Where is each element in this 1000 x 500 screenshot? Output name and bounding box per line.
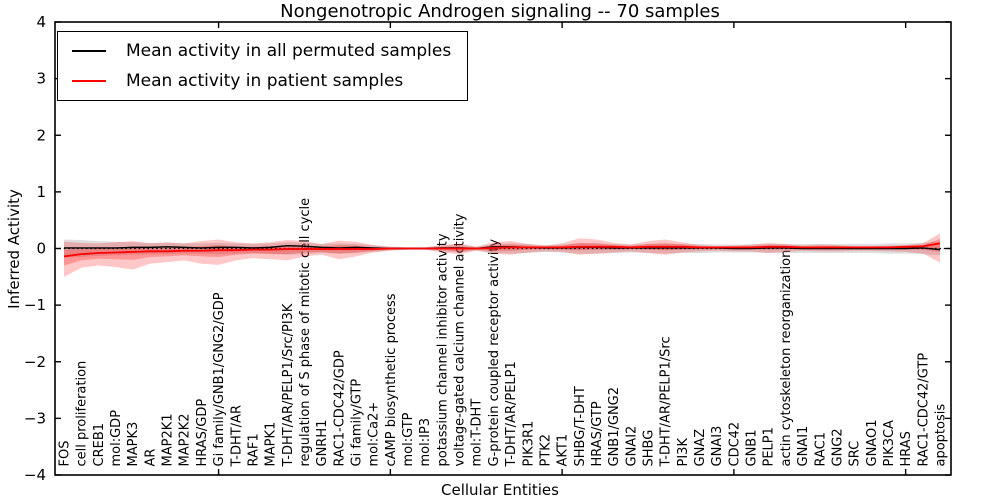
y-tick-label: −3 bbox=[24, 409, 46, 427]
x-category-label: PIK3CA bbox=[882, 420, 897, 467]
x-category-label: mol:IP3 bbox=[418, 418, 433, 467]
x-category-label: actin cytoskeleton reorganization bbox=[779, 250, 794, 467]
x-category-label: CREB1 bbox=[92, 423, 107, 467]
x-category-label: GNAI2 bbox=[624, 426, 639, 467]
x-category-label: T-DHT/AR/PELP1 bbox=[504, 361, 519, 467]
y-tick-label: 3 bbox=[36, 70, 46, 88]
x-category-label: SRC bbox=[848, 441, 863, 467]
x-category-label: T-DHT/AR/PELP1/Src bbox=[659, 336, 674, 467]
x-category-label: GNAO1 bbox=[865, 420, 880, 467]
y-axis-label: Inferred Activity bbox=[5, 189, 23, 309]
patient-std-outer-band bbox=[64, 233, 940, 277]
x-category-label: RAF1 bbox=[246, 433, 261, 466]
x-category-label: PIK3R1 bbox=[521, 421, 536, 467]
x-category-label: FOS bbox=[58, 441, 73, 467]
y-tick-label: 2 bbox=[36, 126, 46, 144]
y-tick-label: −1 bbox=[24, 296, 46, 314]
legend-item-patient: Mean activity in patient samples bbox=[72, 71, 451, 91]
y-tick-label: 4 bbox=[36, 13, 46, 31]
permuted-line-swatch bbox=[72, 50, 106, 52]
x-axis-label: Cellular Entities bbox=[441, 481, 559, 499]
x-category-label: PTK2 bbox=[538, 434, 553, 467]
x-category-label: Gi family/GNB1/GNG2/GDP bbox=[212, 292, 227, 466]
x-category-label: GNB1/GNG2 bbox=[607, 387, 622, 467]
x-category-label: SHBG/T-DHT bbox=[573, 386, 588, 466]
x-category-label: RAC1-CDC42/GTP bbox=[916, 353, 931, 467]
y-tick-label: −4 bbox=[24, 466, 46, 484]
x-category-label: mol:Ca2+ bbox=[367, 402, 382, 467]
x-category-label: AR bbox=[143, 449, 158, 467]
x-category-label: GNAZ bbox=[693, 429, 708, 467]
x-category-label: HRAS bbox=[899, 431, 914, 466]
x-category-label: PI3K bbox=[676, 438, 691, 467]
x-category-label: HRAS/GDP bbox=[195, 399, 210, 467]
chart-title: Nongenotropic Androgen signaling -- 70 s… bbox=[280, 1, 720, 22]
x-category-label: RAC1 bbox=[813, 432, 828, 467]
patient-mean-line bbox=[63, 242, 941, 258]
x-category-label: mol:GTP bbox=[401, 412, 416, 466]
y-tick-label: 1 bbox=[36, 183, 46, 201]
x-category-label: G-protein coupled receptor activity bbox=[487, 239, 502, 467]
x-category-label: T-DHT/AR bbox=[229, 405, 244, 467]
x-category-label: AKT1 bbox=[556, 434, 571, 467]
legend-label-permuted: Mean activity in all permuted samples bbox=[126, 41, 452, 61]
x-category-label: cAMP biosynthetic process bbox=[384, 293, 399, 466]
legend: Mean activity in all permuted samples Me… bbox=[57, 31, 469, 101]
x-category-label: PELP1 bbox=[762, 427, 777, 466]
x-category-label: MAPK3 bbox=[126, 422, 141, 467]
x-category-label: voltage-gated calcium channel activity bbox=[453, 213, 468, 466]
x-category-label: GNAI1 bbox=[796, 426, 811, 467]
x-category-label: GNB1 bbox=[745, 430, 760, 467]
x-category-label: cell proliferation bbox=[75, 361, 90, 467]
x-category-label: MAP2K1 bbox=[161, 413, 176, 466]
y-tick-label: 0 bbox=[36, 240, 46, 258]
x-category-label: SHBG bbox=[642, 430, 657, 467]
legend-item-permuted: Mean activity in all permuted samples bbox=[72, 41, 451, 61]
x-category-label: HRAS/GTP bbox=[590, 401, 605, 466]
x-category-label: apoptosis bbox=[934, 404, 949, 467]
x-category-label: potassium channel inhibitor activity bbox=[435, 233, 450, 466]
y-tick-label: −2 bbox=[24, 353, 46, 371]
x-category-label: GNG2 bbox=[830, 428, 845, 466]
x-category-label: Gi family/GTP bbox=[350, 379, 365, 467]
patient-line-swatch bbox=[72, 80, 106, 82]
x-category-label: T-DHT/AR/PELP1/Src/PI3K bbox=[281, 303, 296, 467]
legend-label-patient: Mean activity in patient samples bbox=[126, 71, 404, 91]
x-category-label: CDC42 bbox=[727, 422, 742, 467]
x-category-label: MAP2K2 bbox=[178, 413, 193, 466]
x-category-label: GNRH1 bbox=[315, 420, 330, 467]
x-category-label: MAPK1 bbox=[264, 422, 279, 467]
x-category-label: RAC1-CDC42/GDP bbox=[332, 350, 347, 466]
x-category-label: mol:T-DHT bbox=[470, 399, 485, 467]
x-category-label: regulation of S phase of mitotic cell cy… bbox=[298, 198, 313, 467]
x-category-label: mol:GDP bbox=[109, 410, 124, 467]
x-category-label: GNAI3 bbox=[710, 426, 725, 467]
